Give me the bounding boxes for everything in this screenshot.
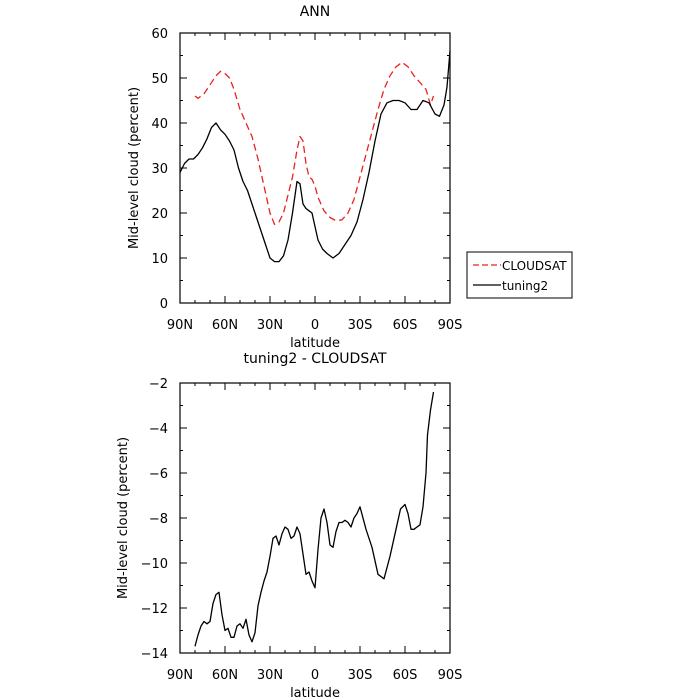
series-line-tuning2 bbox=[179, 50, 451, 263]
chart-title: tuning2 - CLOUDSAT bbox=[243, 351, 387, 367]
y-tick-label: 50 bbox=[151, 72, 168, 87]
y-tick-label: −2 bbox=[149, 377, 168, 392]
y-tick-label: −14 bbox=[141, 647, 168, 662]
bottom-chart-panel: tuning2 - CLOUDSAT 90N 60N 30N 0 30S 60S 90S −14… bbox=[116, 351, 462, 700]
x-tick-label: 60S bbox=[393, 668, 418, 683]
x-tick-label: 90S bbox=[438, 668, 463, 683]
legend-label-tuning2: tuning2 bbox=[502, 279, 548, 293]
y-tick-label: −6 bbox=[149, 467, 168, 482]
legend: CLOUDSAT tuning2 bbox=[466, 251, 573, 299]
x-tick-label: 30S bbox=[348, 668, 373, 683]
y-tick-label: 60 bbox=[151, 27, 168, 42]
x-tick-label: 30N bbox=[257, 318, 283, 333]
y-tick-label: −12 bbox=[141, 602, 168, 617]
x-tick-label: 90N bbox=[167, 318, 193, 333]
x-tick-label: 60N bbox=[212, 668, 238, 683]
y-tick-label: 40 bbox=[151, 117, 168, 132]
x-tick-label: 0 bbox=[311, 668, 319, 683]
y-tick-label: −10 bbox=[141, 557, 168, 572]
x-tick-label: 90S bbox=[438, 318, 463, 333]
legend-box bbox=[466, 251, 573, 299]
x-tick-label: 30S bbox=[348, 318, 373, 333]
chart-title: ANN bbox=[300, 4, 331, 20]
x-tick-label: 60S bbox=[393, 318, 418, 333]
y-axis-label: Mid-level cloud (percent) bbox=[116, 437, 131, 599]
x-axis-label: latitude bbox=[290, 336, 340, 351]
y-tick-label: −8 bbox=[149, 512, 168, 527]
x-tick-label: 60N bbox=[212, 318, 238, 333]
top-chart-panel: ANN 90N 60N 30N 0 30S 60S 90S 0 10 20 30 40 50 60 latit… bbox=[127, 4, 573, 351]
y-tick-label: 10 bbox=[151, 252, 168, 267]
x-tick-label: 0 bbox=[311, 318, 319, 333]
x-tick-label: 90N bbox=[167, 668, 193, 683]
y-tick-label: 30 bbox=[151, 162, 168, 177]
y-tick-label: 0 bbox=[160, 297, 168, 312]
plot-frame bbox=[179, 32, 451, 304]
y-tick-label: 20 bbox=[151, 207, 168, 222]
x-axis-label: latitude bbox=[290, 686, 340, 700]
series-line-difference bbox=[194, 391, 435, 647]
x-tick-label: 30N bbox=[257, 668, 283, 683]
y-tick-label: −4 bbox=[149, 422, 168, 437]
legend-label-cloudsat: CLOUDSAT bbox=[502, 259, 567, 273]
y-axis-label: Mid-level cloud (percent) bbox=[127, 87, 142, 249]
series-line-cloudsat bbox=[194, 61, 435, 225]
